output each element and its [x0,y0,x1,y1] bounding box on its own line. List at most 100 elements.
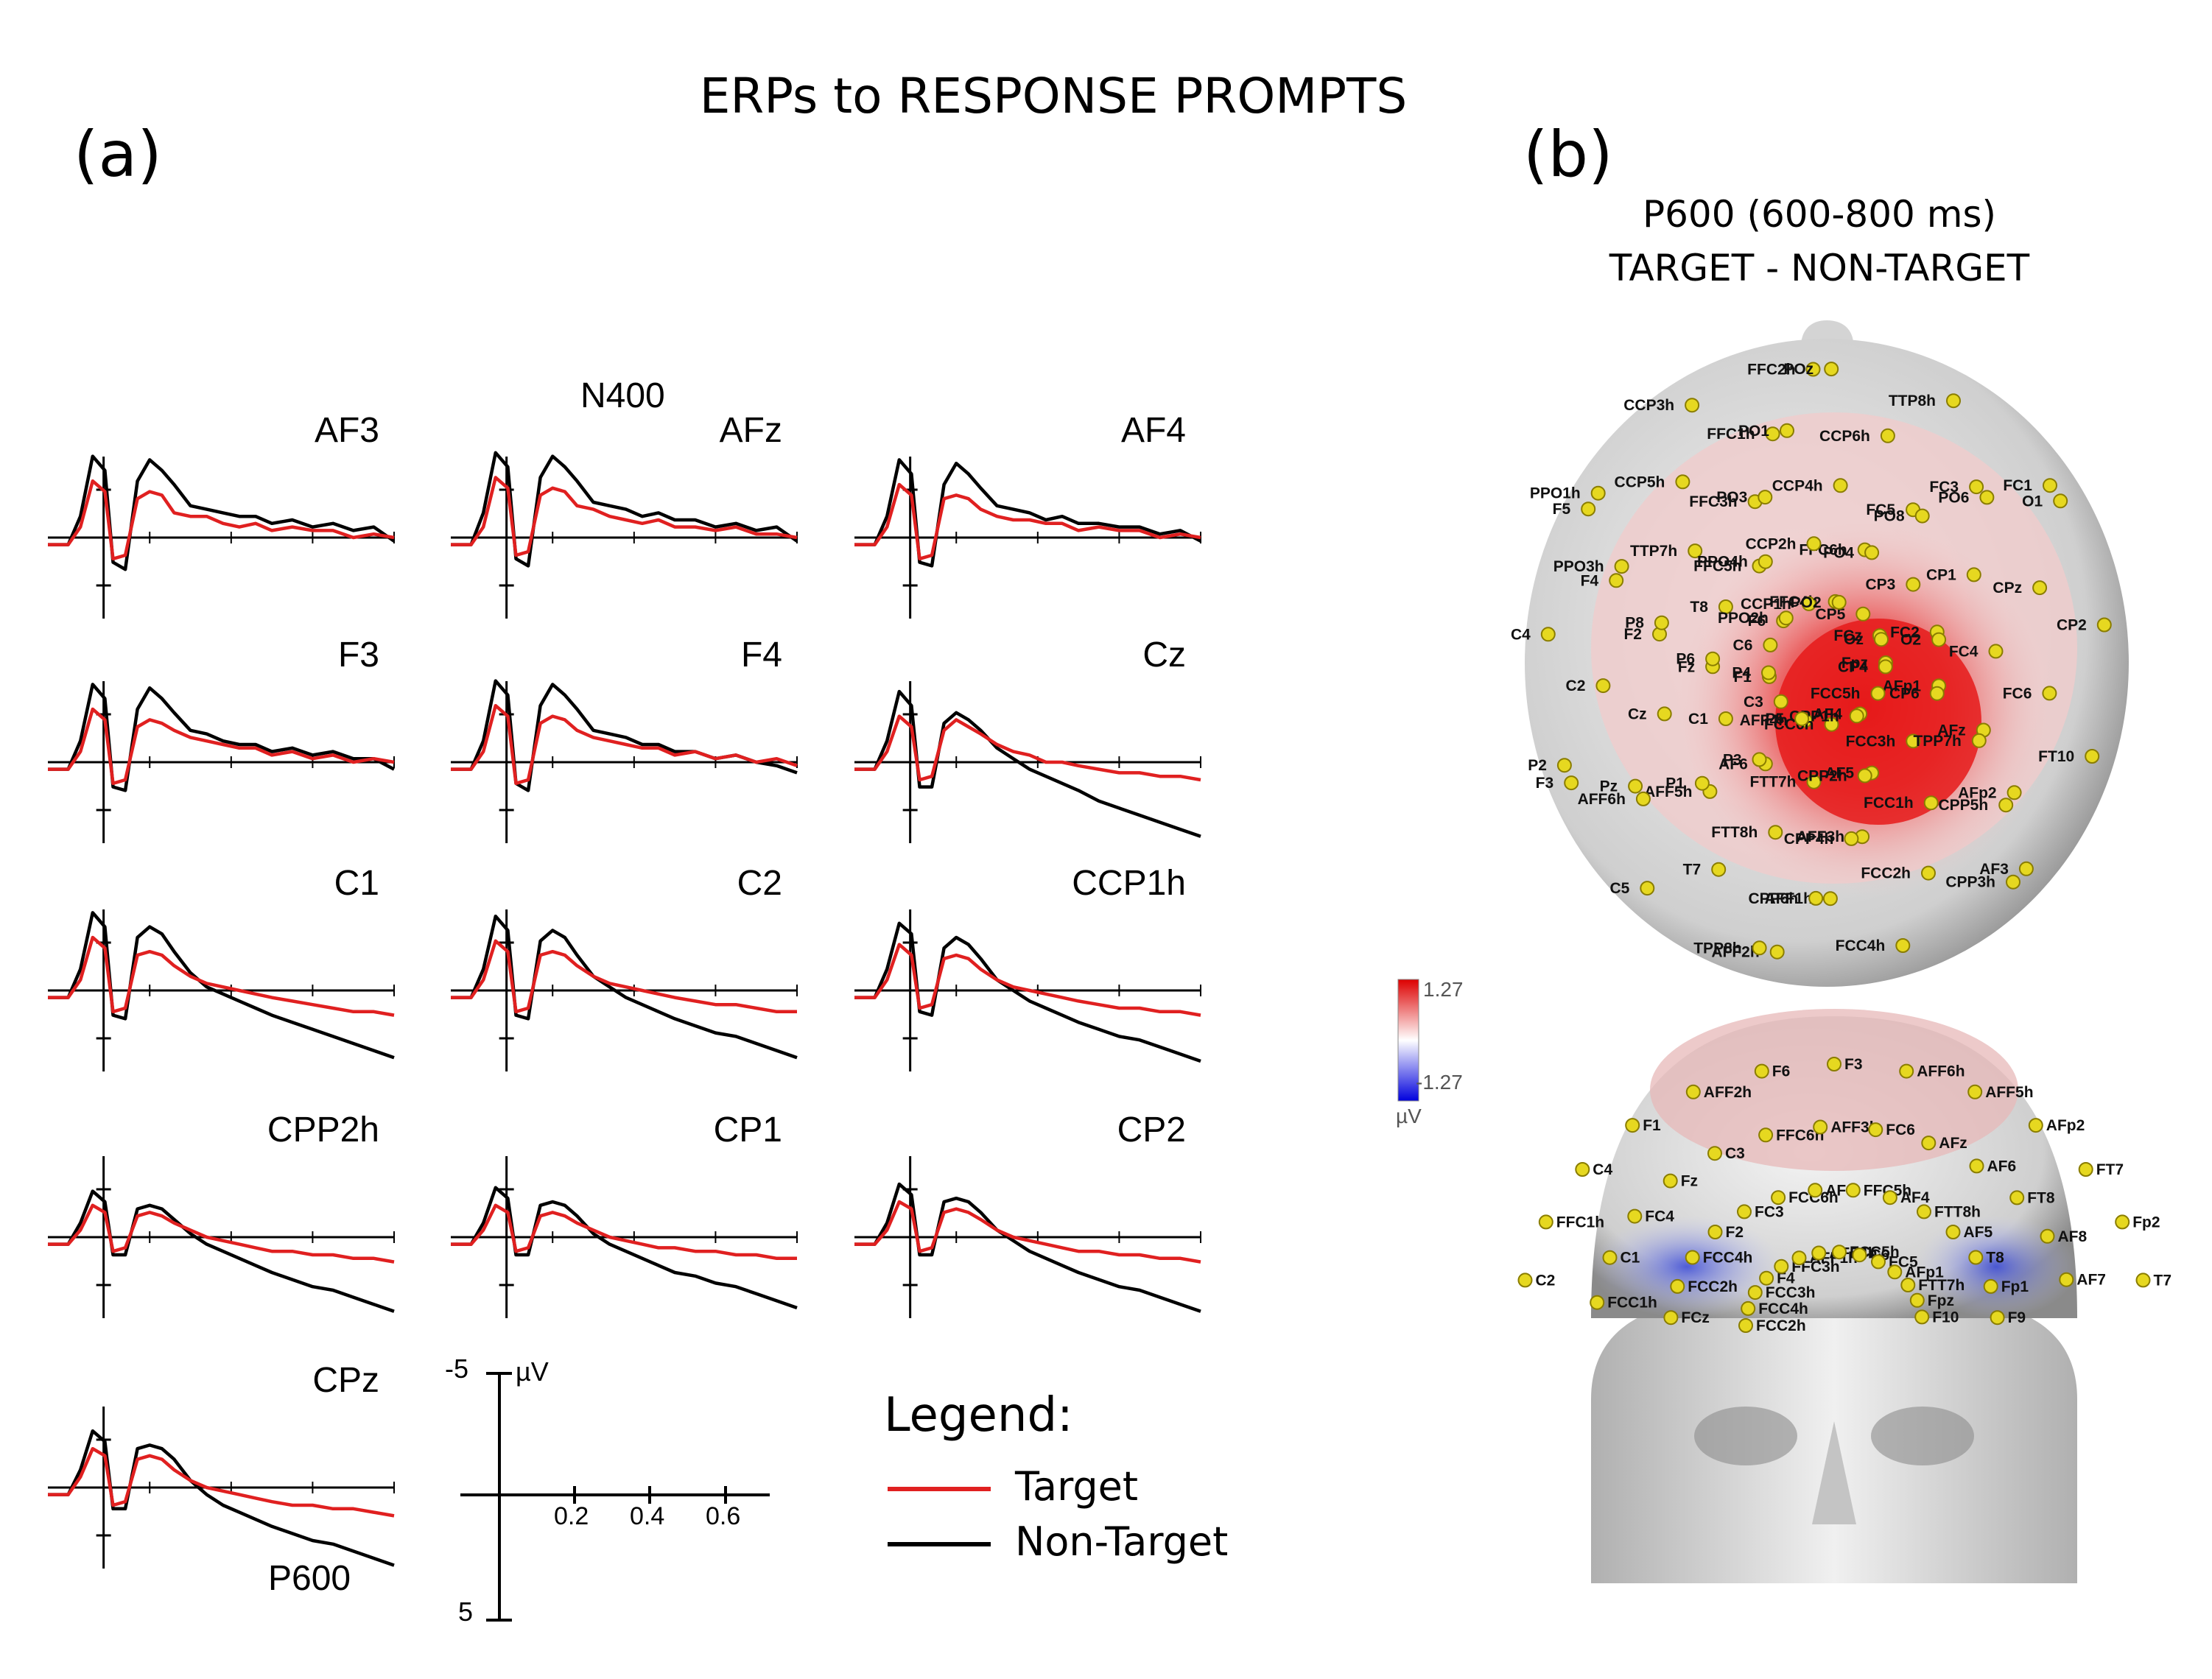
electrode-label: C3 [1744,694,1763,711]
electrode-label: AF4 [1900,1189,1930,1206]
electrode-label: T7 [1683,862,1702,879]
electrode-label: C2 [1566,677,1586,694]
electrode-dot [1759,1270,1774,1286]
electrode-dot [1874,632,1889,647]
electrode-label: P8 [1625,615,1644,632]
electrode-dot [1806,536,1822,552]
electrode-dot [1827,1057,1841,1071]
electrode-label: FTT7h [1750,774,1797,791]
electrode-label: F4 [1581,572,1599,589]
electrode-label: Fp1 [2001,1278,2029,1295]
electrode-label: C4 [1511,626,1531,643]
figure-title: ERPs to RESPONSE PROMPTS [699,68,1408,124]
electrode-label: P6 [1676,651,1695,668]
electrode-label: AF6 [1718,756,1748,772]
nontarget-trace-CP2 [854,1182,1201,1313]
electrode-label: FT7 [2096,1161,2124,1178]
electrode-label: F9 [2008,1309,2026,1326]
erp-scale-bar [460,1372,770,1622]
electrode-label: TPP7h [1913,733,1961,750]
electrode-dot [2018,861,2034,876]
electrode-dot [1968,1250,1984,1265]
electrode-label: C1 [1688,711,1708,728]
electrode-dot [1880,428,1895,443]
electrode-label: AFF6h [1578,791,1626,808]
electrode-label: FT10 [2038,748,2074,765]
p600-annotation: P600 [268,1559,351,1598]
electrode-dot [1581,501,1596,517]
target-trace-CP1 [451,1203,797,1261]
electrode-label: FCC3h [1846,733,1896,750]
electrode-dot [1794,711,1810,727]
electrode-label: Cz [1628,705,1647,722]
electrode-dot [1914,1309,1930,1325]
colorbar [1397,979,1419,1102]
electrode-label: FFC2h [1747,362,1795,379]
electrode-label: AFz [1937,722,1966,739]
electrode-dot [1878,659,1893,675]
electrode-label: FCC3h [1766,1284,1816,1301]
electrode-dot [1882,1190,1897,1205]
electrode-dot [1845,1183,1861,1198]
erp-panel-CP1: CP1 [451,1110,798,1318]
topomap-title: P600 (600-800 ms) [1642,193,1997,236]
channel-label-C1: C1 [334,864,379,903]
electrode-dot [1685,1084,1701,1099]
nontarget-trace-CPP2h [48,1189,395,1313]
electrode-dot [1990,1310,2005,1326]
channel-label-CP1: CP1 [714,1110,782,1150]
nontarget-trace-Cz [854,689,1201,838]
scale-bar-bottom-label: 5 [458,1597,474,1627]
right-eye [1871,1407,1974,1465]
electrode-dot [1718,711,1733,726]
electrode-label: FT8 [2027,1189,2055,1206]
electrode-label: T8 [1690,599,1708,616]
electrode-dot [1758,554,1773,569]
electrode-label: CP4 [1838,658,1868,675]
electrode-label: P2 [1528,757,1547,774]
electrode-label: F1 [1643,1117,1661,1134]
electrode-dot [1654,615,1669,630]
electrode-label: AFF3h [1797,828,1844,845]
electrode-dot [1780,423,1794,438]
channel-label-CP2: CP2 [1117,1110,1186,1150]
channel-label-AF4: AF4 [1121,411,1186,450]
electrode-dot [1822,891,1838,907]
electrode-dot [1747,1285,1763,1300]
electrode-label: FCC6h [1788,1189,1839,1206]
electrode-label: C6 [1733,637,1753,654]
electrode-label: T8 [1986,1250,2004,1267]
electrode-dot [2040,1228,2055,1244]
electrode-dot [1774,1259,1789,1274]
electrode-label: FCC1h [1864,795,1914,812]
erp-panel-AF3: AF3 [48,411,396,619]
electrode-label: CPP4h [1784,831,1834,848]
nontarget-trace-AF3 [48,454,396,571]
electrode-dot [1662,1173,1678,1189]
electrode-label: CPP6h [1749,890,1799,907]
electrode-label: FCC2h [1756,1317,1806,1334]
erp-panel-F4: F4 [451,636,798,843]
electrode-label: P1 [1665,775,1685,792]
nontarget-trace-C1 [48,911,395,1060]
electrode-dot [2096,617,2112,633]
electrode-label: FC3 [1929,479,1959,496]
electrode-label: FCC4h [1758,1300,1808,1317]
electrode-dot [1758,490,1773,505]
electrode-dot [1771,1190,1786,1205]
electrode-label: P4 [1732,665,1751,682]
electrode-label: CPP3h [1945,874,1995,891]
electrode-dot [1808,1183,1823,1198]
erp-panel-C1: C1 [48,864,395,1071]
electrode-dot [1575,1162,1590,1177]
nontarget-trace-CP1 [451,1186,798,1310]
electrode-dot [1906,733,1921,749]
target-trace-Cz [854,714,1201,782]
electrode-dot [1737,1204,1752,1219]
electrode-label: TPP8h [1693,940,1741,957]
electrode-label: FFC3h [1689,493,1737,510]
scale-bar-top-label: -5 [445,1354,469,1384]
electrode-dot [1824,717,1839,732]
electrode-dot [2028,1118,2043,1133]
electrode-label: PO3 [1716,489,1747,506]
